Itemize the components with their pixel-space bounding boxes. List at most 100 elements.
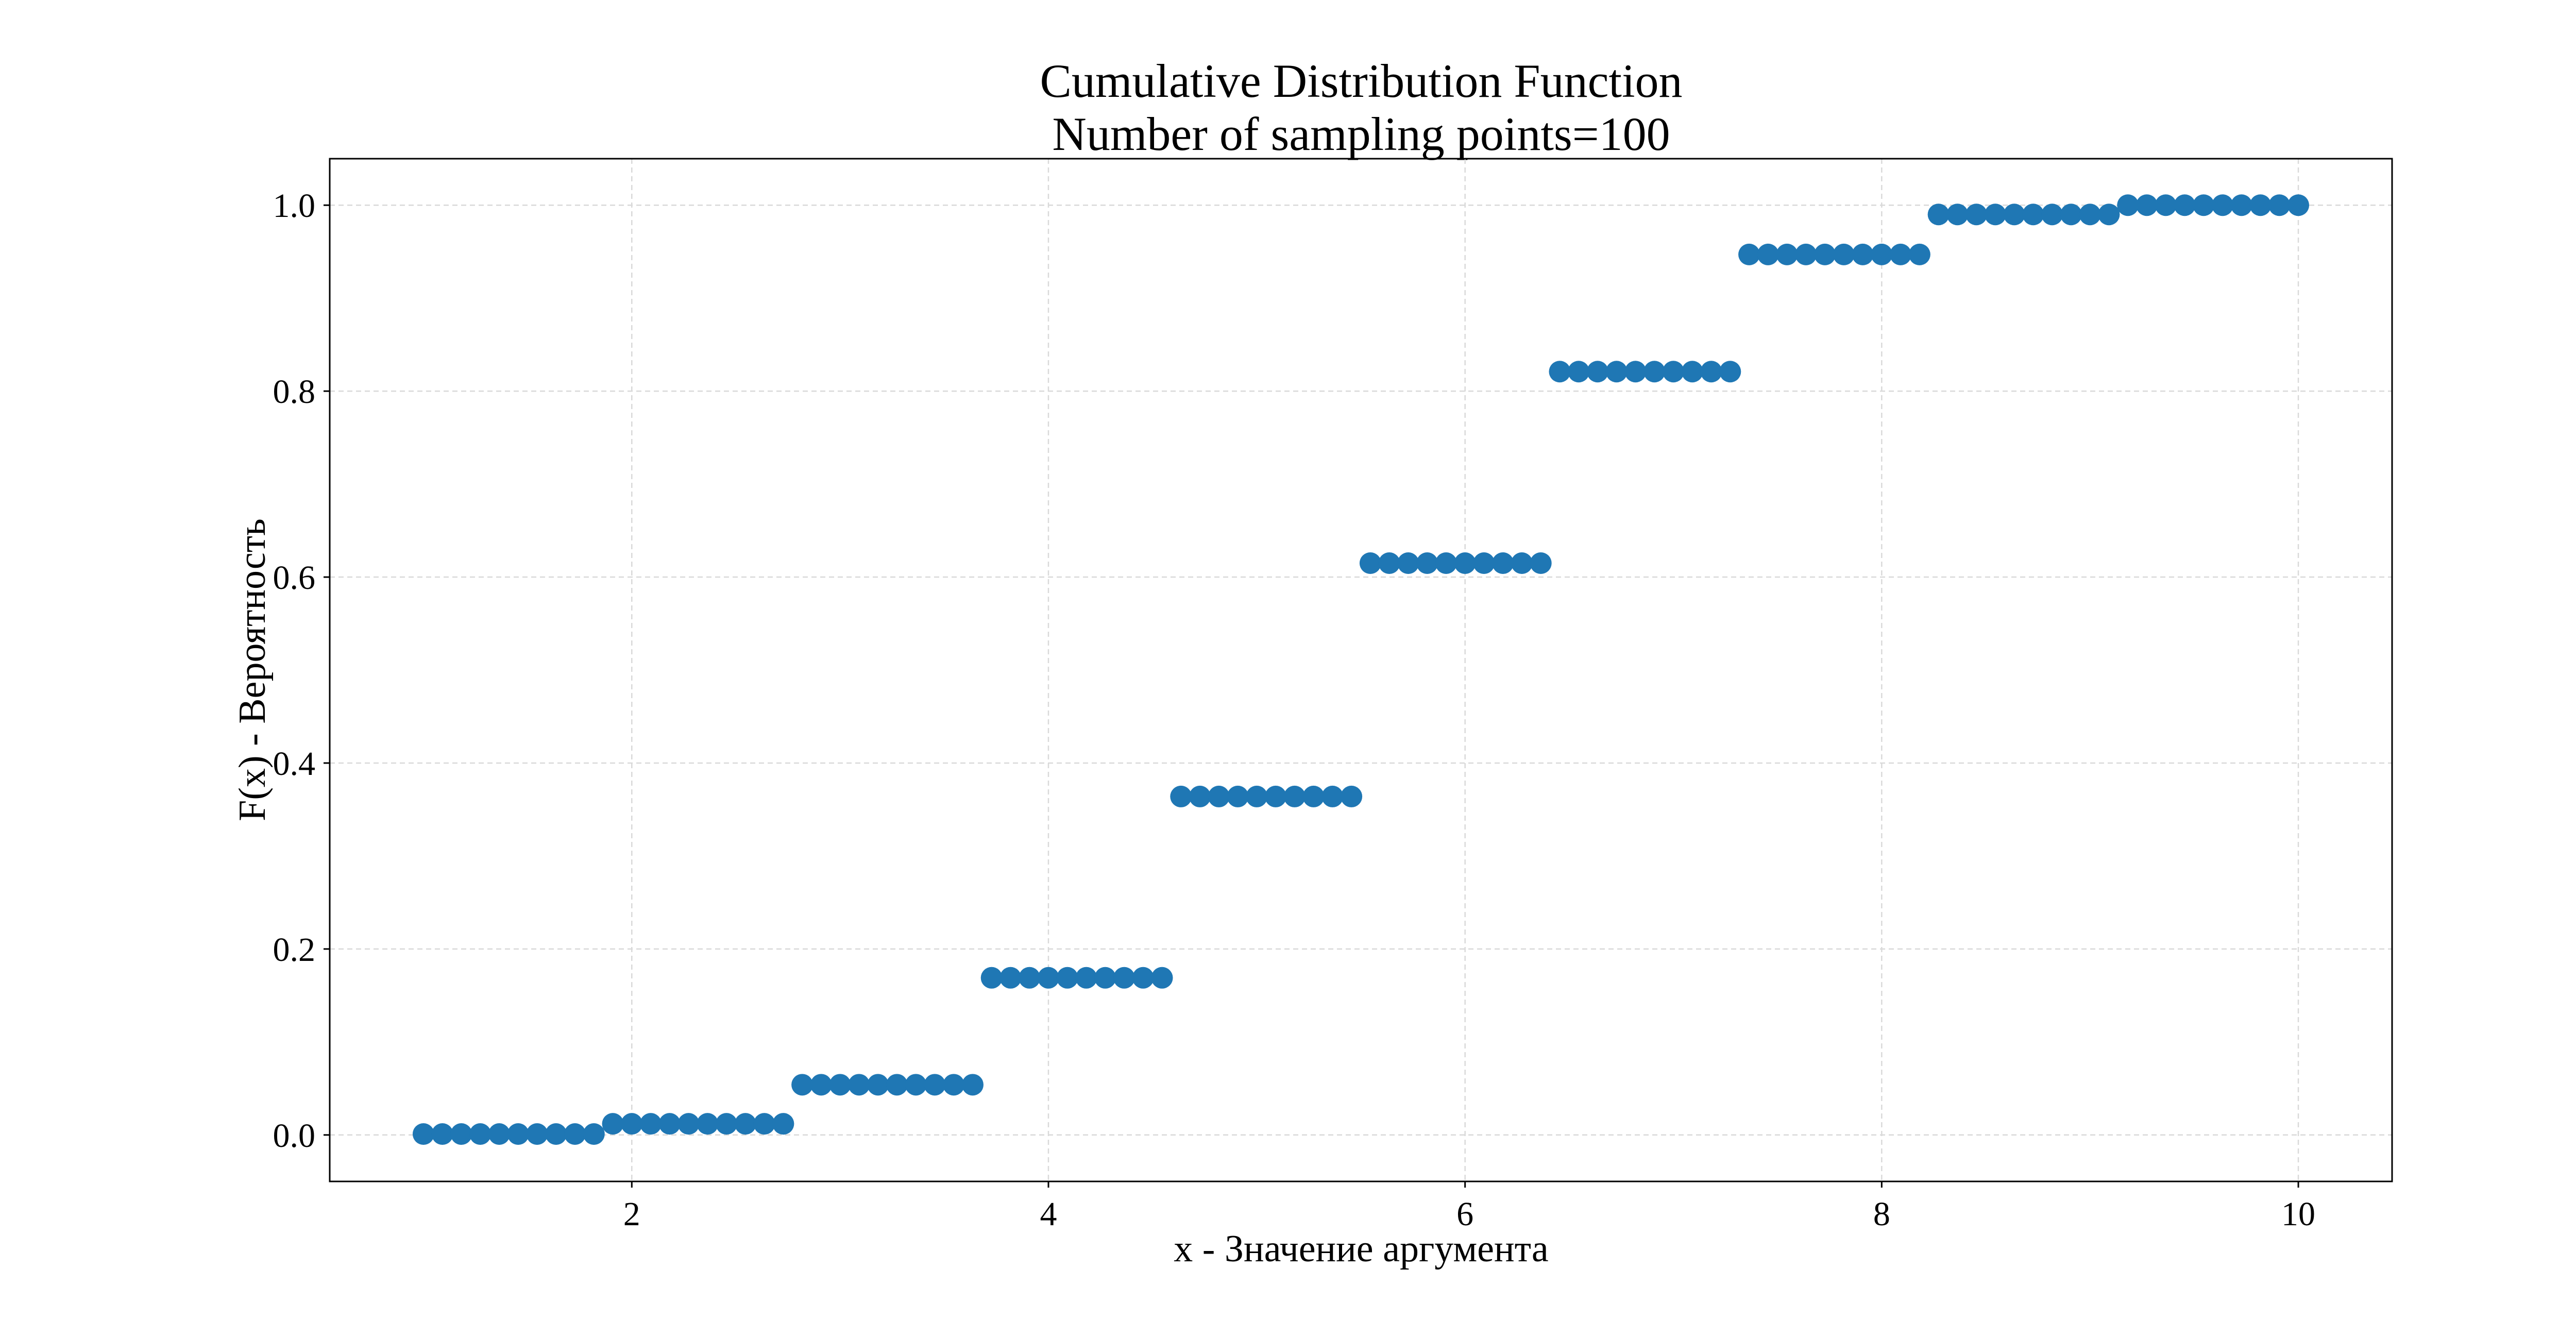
axis-ticks: 2 4 6 8 10 0.0 0.2 0.4 0.6 0.8 1.0 <box>273 187 2316 1233</box>
data-point-6 <box>526 1123 548 1145</box>
data-point-34 <box>1056 967 1078 989</box>
data-point-63 <box>1605 361 1628 383</box>
data-point-74 <box>1814 243 1836 265</box>
y-tick-label-1: 0.2 <box>273 931 316 969</box>
data-point-14 <box>677 1113 700 1135</box>
x-tick-label-4: 10 <box>2281 1195 2315 1233</box>
data-point-43 <box>1227 785 1249 807</box>
data-point-85 <box>2022 204 2044 226</box>
data-point-84 <box>2003 204 2025 226</box>
data-point-10 <box>602 1113 624 1135</box>
data-point-39 <box>1151 967 1173 989</box>
data-point-70 <box>1738 243 1760 265</box>
data-point-38 <box>1132 967 1154 989</box>
y-tick-label-2: 0.4 <box>273 745 316 783</box>
chart-subtitle: Number of sampling points=100 <box>1052 108 1670 160</box>
data-point-30 <box>980 967 1003 989</box>
data-point-16 <box>716 1113 738 1135</box>
x-tick-label-1: 4 <box>1040 1195 1057 1233</box>
data-point-92 <box>2155 194 2177 216</box>
data-point-51 <box>1378 552 1400 574</box>
data-point-26 <box>905 1074 927 1096</box>
data-point-91 <box>2136 194 2158 216</box>
data-point-1 <box>431 1123 453 1145</box>
y-axis-label: F(x) - Вероятность <box>231 518 274 821</box>
data-point-48 <box>1321 785 1344 807</box>
data-point-44 <box>1246 785 1268 807</box>
data-point-7 <box>545 1123 567 1145</box>
data-point-79 <box>1908 243 1930 265</box>
data-point-54 <box>1435 552 1457 574</box>
data-point-2 <box>450 1123 472 1145</box>
data-point-5 <box>507 1123 529 1145</box>
data-point-12 <box>640 1113 662 1135</box>
data-point-64 <box>1624 361 1647 383</box>
data-point-4 <box>488 1123 510 1145</box>
data-point-97 <box>2249 194 2272 216</box>
data-point-95 <box>2212 194 2234 216</box>
data-point-99 <box>2287 194 2310 216</box>
data-point-78 <box>1890 243 1912 265</box>
data-point-68 <box>1700 361 1722 383</box>
data-point-49 <box>1341 785 1363 807</box>
data-point-98 <box>2268 194 2291 216</box>
data-point-52 <box>1397 552 1419 574</box>
data-point-80 <box>1927 204 1950 226</box>
data-point-33 <box>1037 967 1059 989</box>
data-point-62 <box>1586 361 1608 383</box>
data-point-17 <box>734 1113 756 1135</box>
data-point-41 <box>1189 785 1211 807</box>
y-tick-label-5: 1.0 <box>273 187 316 225</box>
data-point-42 <box>1208 785 1230 807</box>
data-point-28 <box>943 1074 965 1096</box>
data-point-93 <box>2174 194 2196 216</box>
data-point-96 <box>2230 194 2252 216</box>
data-point-11 <box>621 1113 643 1135</box>
chart-title: Cumulative Distribution Function <box>1040 55 1682 107</box>
y-tick-label-4: 0.8 <box>273 373 316 411</box>
data-point-75 <box>1833 243 1855 265</box>
data-point-66 <box>1663 361 1685 383</box>
data-point-9 <box>583 1123 605 1145</box>
data-point-29 <box>961 1074 984 1096</box>
data-point-83 <box>1984 204 2006 226</box>
x-tick-label-0: 2 <box>623 1195 640 1233</box>
data-point-76 <box>1852 243 1874 265</box>
data-point-50 <box>1359 552 1381 574</box>
data-point-40 <box>1170 785 1192 807</box>
data-point-36 <box>1094 967 1116 989</box>
data-point-8 <box>564 1123 586 1145</box>
data-point-58 <box>1511 552 1533 574</box>
data-point-53 <box>1416 552 1438 574</box>
data-point-69 <box>1719 361 1741 383</box>
data-point-55 <box>1454 552 1476 574</box>
data-point-94 <box>2193 194 2215 216</box>
data-point-23 <box>848 1074 870 1096</box>
data-point-45 <box>1265 785 1287 807</box>
data-point-31 <box>999 967 1022 989</box>
x-axis-label: x - Значение аргумента <box>1174 1228 1548 1270</box>
data-point-87 <box>2060 204 2082 226</box>
data-point-21 <box>810 1074 832 1096</box>
data-point-20 <box>791 1074 814 1096</box>
data-point-82 <box>1965 204 1988 226</box>
data-point-65 <box>1643 361 1666 383</box>
data-point-77 <box>1871 243 1893 265</box>
data-point-18 <box>753 1113 775 1135</box>
data-point-90 <box>2117 194 2139 216</box>
data-point-32 <box>1019 967 1041 989</box>
data-point-60 <box>1549 361 1571 383</box>
data-point-73 <box>1795 243 1817 265</box>
y-tick-label-0: 0.0 <box>273 1117 316 1155</box>
x-tick-label-3: 8 <box>1873 1195 1890 1233</box>
data-point-19 <box>772 1113 794 1135</box>
data-point-35 <box>1075 967 1097 989</box>
data-point-71 <box>1757 243 1779 265</box>
data-point-59 <box>1530 552 1552 574</box>
data-point-0 <box>412 1123 434 1145</box>
data-points <box>412 194 2310 1145</box>
data-point-13 <box>658 1113 681 1135</box>
data-point-81 <box>1946 204 1969 226</box>
